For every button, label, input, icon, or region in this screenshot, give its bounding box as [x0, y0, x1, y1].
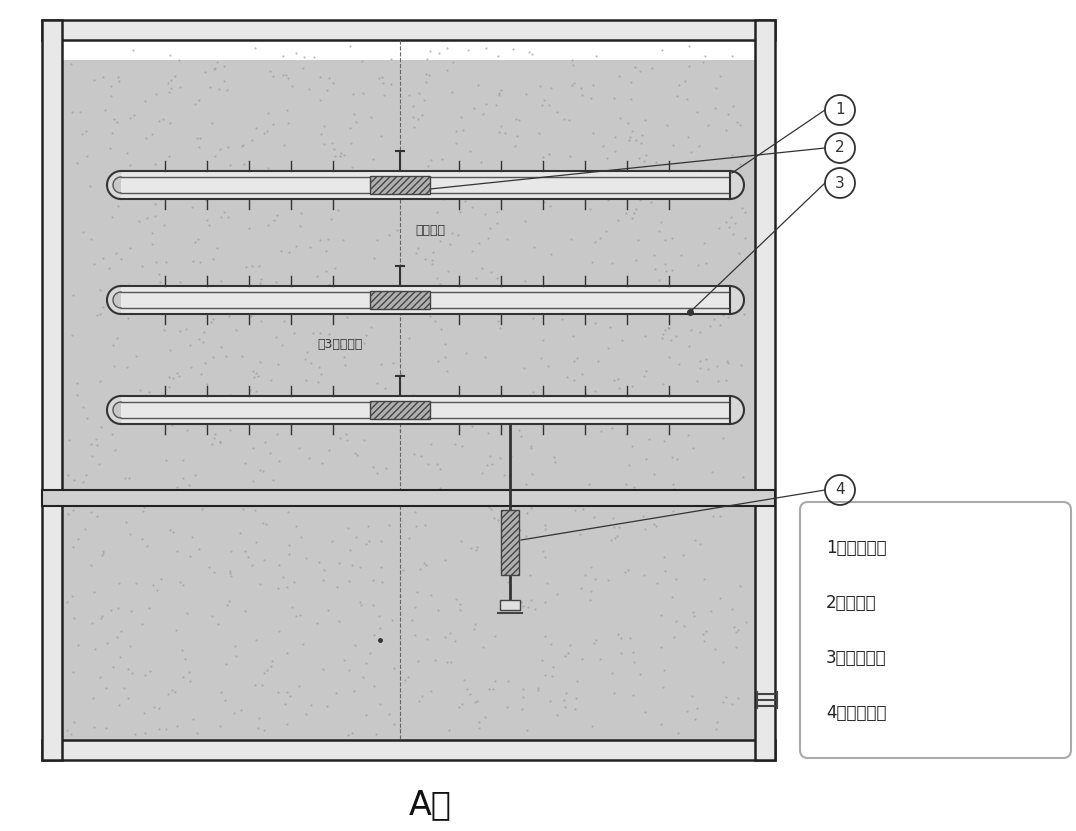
Bar — [42, 490, 775, 506]
Text: 3、管道支座: 3、管道支座 — [826, 649, 887, 667]
Polygon shape — [730, 286, 744, 314]
Polygon shape — [107, 171, 121, 199]
Text: 4: 4 — [835, 483, 845, 498]
Polygon shape — [730, 396, 744, 424]
Text: 絷凝管道: 絷凝管道 — [415, 224, 445, 237]
Text: 3: 3 — [835, 175, 845, 190]
Text: 1、絷凝管道: 1、絷凝管道 — [826, 539, 887, 557]
Text: A向: A向 — [409, 789, 452, 822]
Bar — [370, 401, 430, 419]
Text: 2、絷凝器: 2、絷凝器 — [826, 594, 877, 612]
Polygon shape — [107, 286, 121, 314]
Bar — [755, 20, 775, 760]
Bar — [500, 600, 520, 610]
Bar — [370, 176, 430, 194]
Polygon shape — [121, 396, 730, 424]
Bar — [370, 291, 430, 309]
Text: 平3个絷凝器: 平3个絷凝器 — [317, 338, 363, 352]
Text: 2: 2 — [835, 140, 845, 155]
Polygon shape — [730, 171, 744, 199]
FancyBboxPatch shape — [799, 502, 1071, 758]
Bar — [42, 740, 775, 760]
Text: 4、设备外壳: 4、设备外壳 — [826, 704, 887, 722]
Text: 1: 1 — [835, 102, 845, 117]
Bar — [62, 60, 755, 760]
Bar — [501, 510, 519, 575]
Bar — [42, 20, 62, 760]
Polygon shape — [107, 396, 121, 424]
Bar — [42, 20, 775, 40]
Polygon shape — [121, 171, 730, 199]
Polygon shape — [121, 286, 730, 314]
